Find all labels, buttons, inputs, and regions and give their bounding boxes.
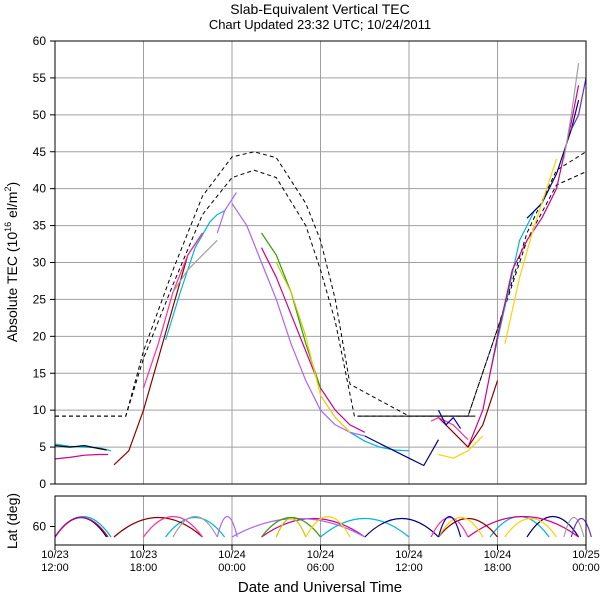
tec-series-line [526, 99, 580, 219]
x-tick-time: 12:00 [395, 562, 423, 574]
y-tick-label: 5 [39, 440, 46, 454]
tec-series-line [216, 192, 237, 234]
x-tick-date: 10/24 [307, 549, 335, 561]
y-axis-label-close: ) [4, 182, 20, 187]
x-tick-date: 10/23 [130, 549, 158, 561]
y-tick-label: 0 [39, 477, 46, 491]
y-tick-label: 40 [33, 182, 47, 196]
tec-series-line [275, 262, 307, 337]
lat-series-arc [261, 518, 366, 538]
x-tick-time: 00:00 [572, 562, 600, 574]
x-tick-time: 00:00 [218, 562, 246, 574]
x-tick-date: 10/24 [395, 549, 423, 561]
y-axis-label-main: Absolute TEC (10 [4, 232, 20, 342]
tec-series-line [54, 453, 109, 460]
y-axis-label: Absolute TEC (1016 el/m2) [3, 182, 20, 342]
x-tick-date: 10/24 [218, 549, 246, 561]
lat-series [54, 515, 592, 538]
lat-grid: 60 [33, 496, 498, 545]
lat-series-arc [305, 516, 351, 538]
tec-series-line [172, 239, 218, 293]
x-tick-time: 18:00 [484, 562, 512, 574]
lat-series-arc [275, 517, 307, 538]
tec-series-line [438, 380, 499, 448]
tec-series [54, 63, 587, 467]
lat-series-arc [320, 518, 410, 538]
chart-title: Slab-Equivalent Vertical TEC [230, 1, 410, 17]
tec-series-line [142, 232, 203, 389]
y-axis-label-sq: 2 [3, 187, 13, 192]
lat-axis-label: Lat (deg) [4, 493, 20, 549]
y-tick-label: 35 [33, 219, 47, 233]
chart-subtitle: Chart Updated 23:32 UTC; 10/24/2011 [209, 17, 431, 32]
y-tick-label: 50 [33, 108, 47, 122]
tec-series-line [563, 63, 580, 160]
lat-series-arc [430, 517, 469, 538]
lat-series-arc [563, 516, 585, 538]
tec-series-line [364, 435, 440, 467]
reference-curves [55, 151, 587, 417]
x-tick-date: 10/23 [41, 549, 69, 561]
lat-series-arc [113, 517, 203, 538]
y-tick-label: 60 [33, 34, 47, 48]
reference-curve [55, 169, 587, 417]
tec-series-line [231, 203, 365, 437]
y-tick-labels: 0 5 10 15 20 25 30 35 40 45 50 55 60 [33, 34, 47, 491]
tec-series-line [165, 210, 225, 341]
y-tick-label: 25 [33, 292, 47, 306]
lat-series-arc [438, 517, 498, 538]
lat-series-arc [364, 517, 439, 538]
x-tick-date: 10/24 [484, 549, 512, 561]
lat-series-arc [437, 517, 484, 538]
x-axis-label: Date and Universal Time [238, 579, 402, 594]
x-tick-labels: 10/2312:0010/2318:0010/2400:0010/2406:00… [41, 545, 600, 574]
y-tick-label: 55 [33, 71, 47, 85]
lat-tick-label: 60 [33, 520, 47, 534]
y-tick-label: 30 [33, 256, 47, 270]
y-tick-label: 15 [33, 366, 47, 380]
lat-series-arc [54, 517, 109, 538]
tec-series-line [430, 417, 469, 441]
lat-series-arc [261, 516, 321, 538]
tec-series-line [438, 435, 484, 459]
tec-series-line [305, 336, 351, 433]
tec-series-line [54, 445, 107, 451]
tec-series-line [260, 247, 366, 433]
tec-series-line [504, 158, 558, 344]
lat-series-arc [437, 515, 462, 538]
tec-series-line [570, 77, 587, 130]
lat-series-arc [216, 515, 238, 538]
x-tick-time: 12:00 [41, 562, 69, 574]
x-tick-time: 18:00 [130, 562, 158, 574]
main-plot-frame [54, 40, 587, 485]
x-tick-date: 10/25 [572, 549, 600, 561]
tec-series-line [437, 409, 462, 429]
y-tick-label: 20 [33, 329, 47, 343]
lat-series-arc [143, 515, 203, 538]
lat-series-arc [570, 517, 592, 538]
y-tick-label: 45 [33, 145, 47, 159]
lat-series-arc [504, 518, 557, 538]
y-axis-label-exp: 16 [3, 222, 13, 232]
main-grid [50, 40, 586, 485]
lat-series-arc [489, 515, 550, 538]
y-tick-label: 10 [33, 403, 47, 417]
y-axis-label-unit: el/m [4, 192, 20, 222]
lat-series-arc [172, 516, 218, 538]
x-tick-time: 06:00 [307, 562, 335, 574]
